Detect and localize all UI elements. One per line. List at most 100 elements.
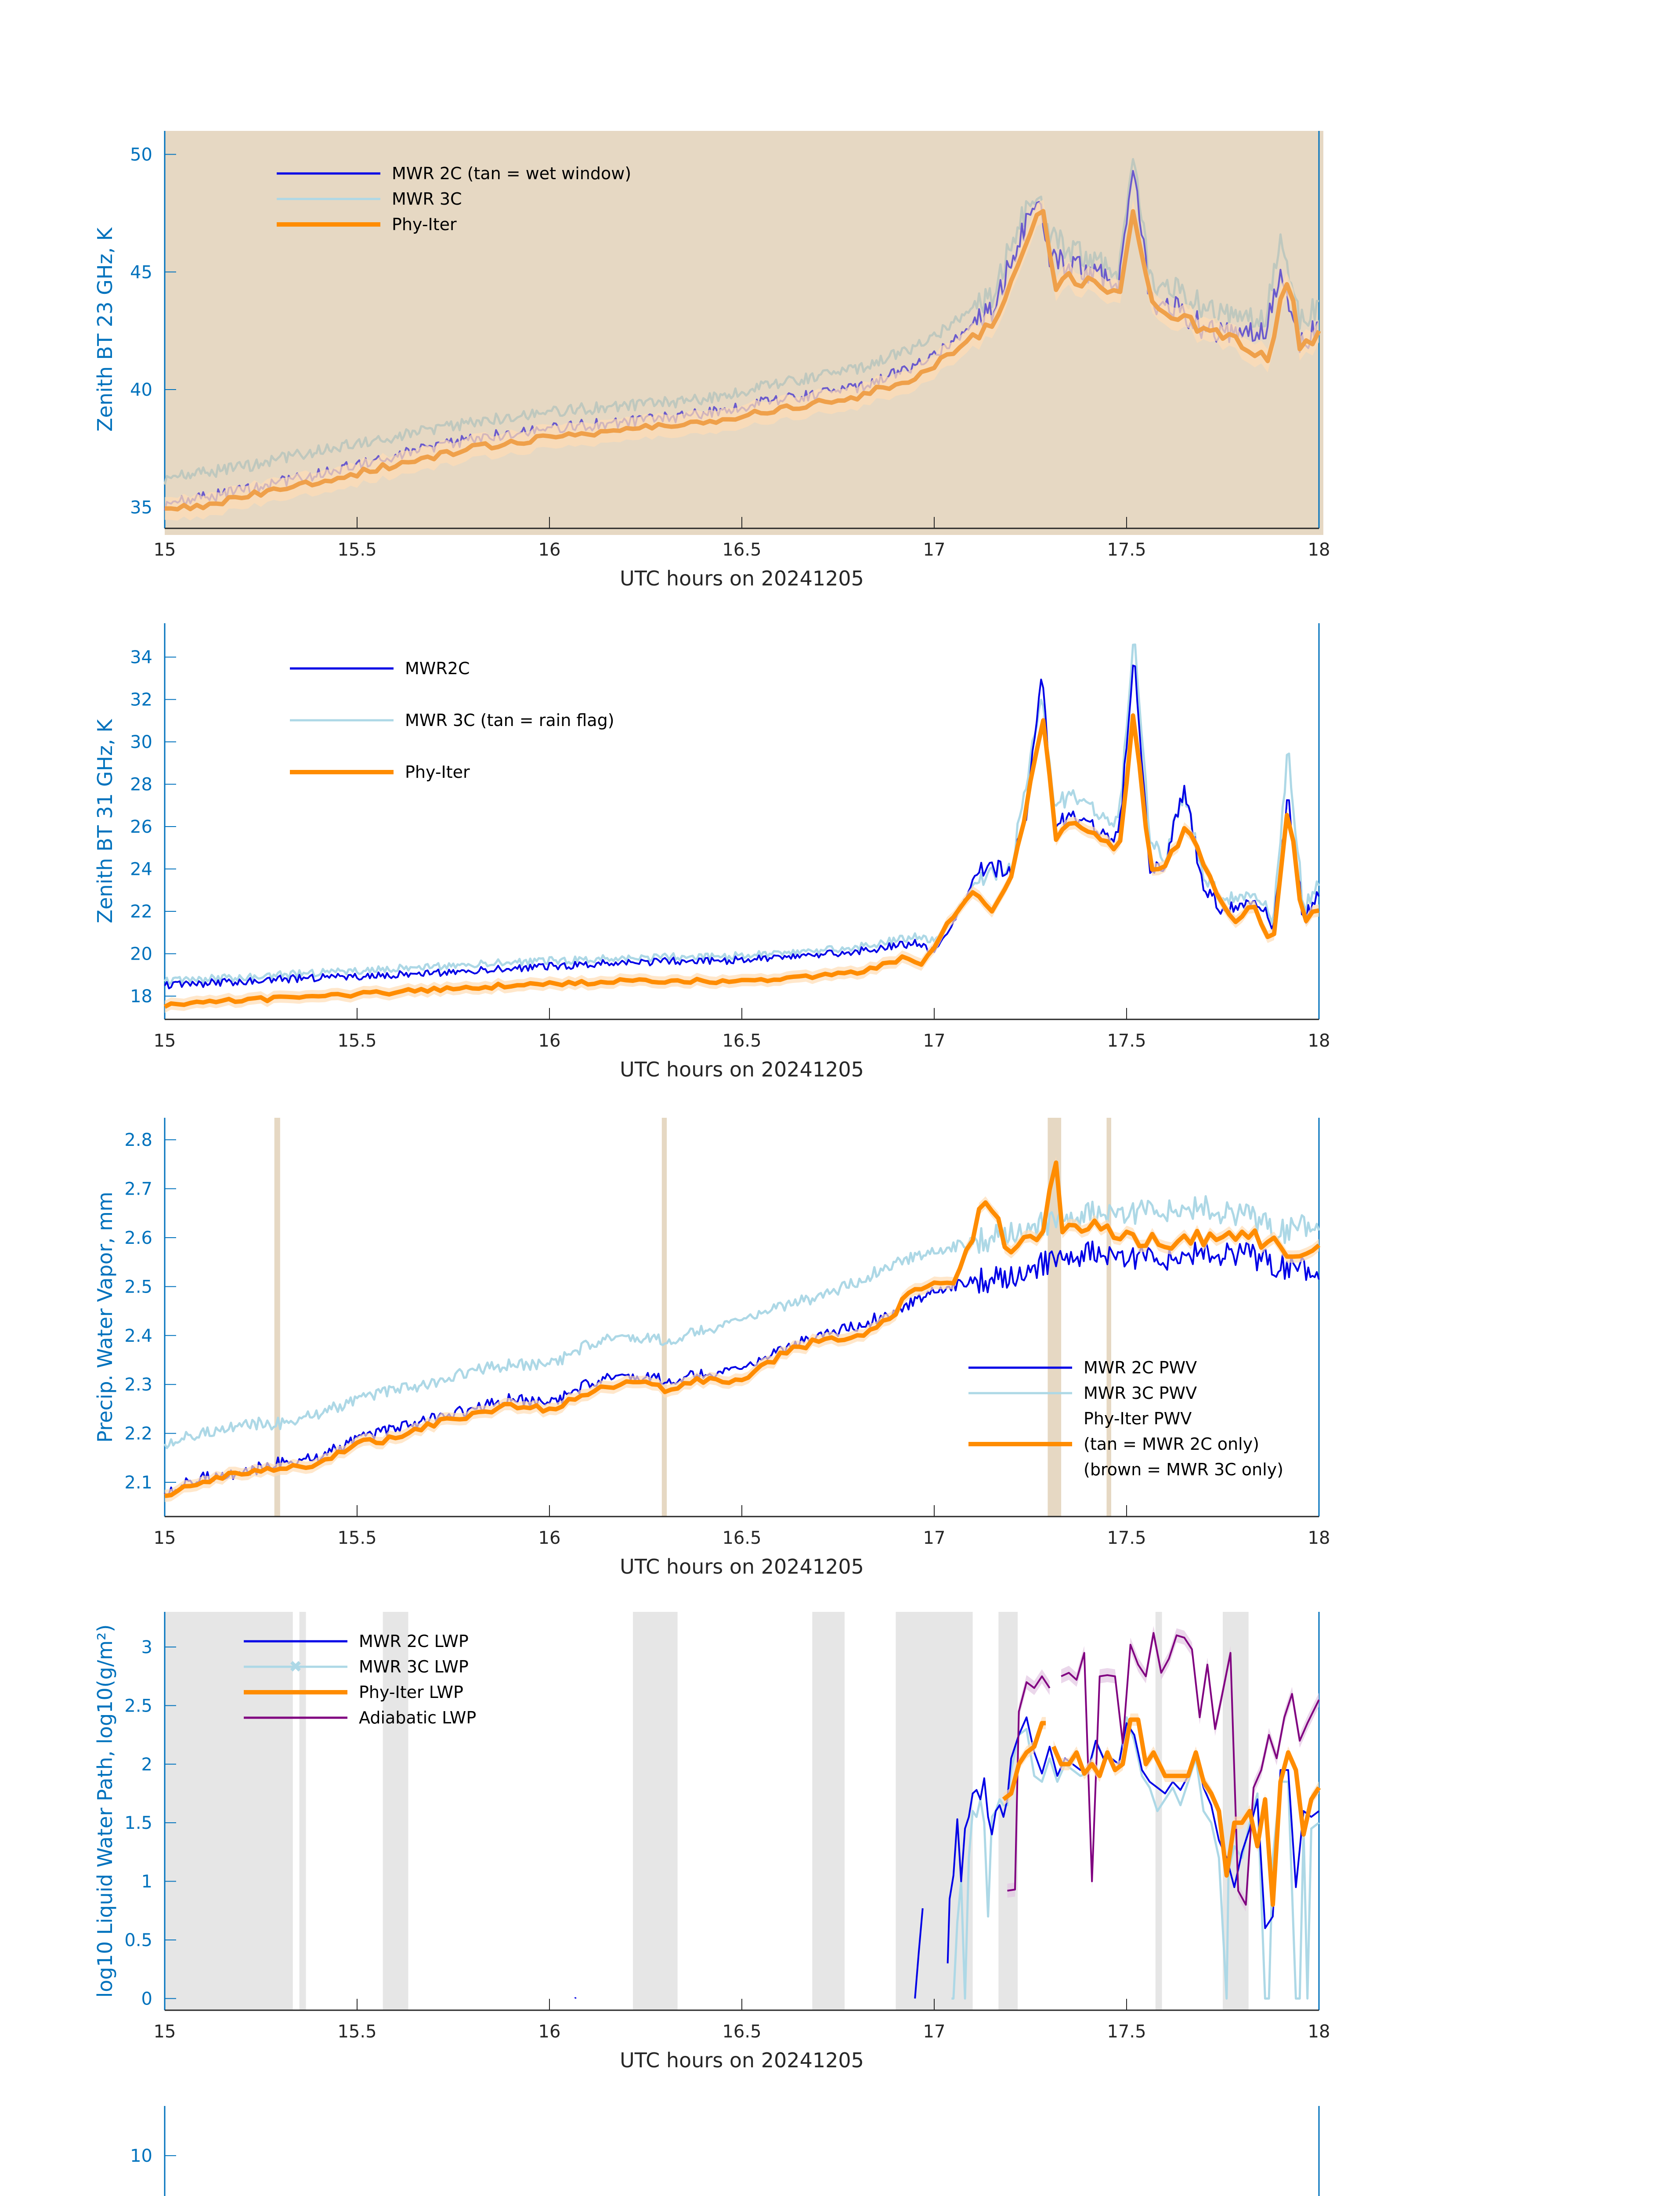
legend-label: MWR 2C LWP <box>359 1632 469 1651</box>
y-axis-title: MWR Phy Iter DQ Flag <box>93 2194 117 2196</box>
adiabatic-series-line <box>1061 1632 1320 1906</box>
tan-flag-band <box>661 1118 667 1517</box>
phy-uncertainty-band <box>1053 1713 1319 1911</box>
gray-flag-band <box>812 1612 845 2010</box>
x-tick-label: 15.5 <box>337 2022 376 2042</box>
y-tick-label: 2.4 <box>124 1326 152 1346</box>
phy-series-line <box>1051 1717 1321 1907</box>
y-tick-label: 45 <box>130 262 152 282</box>
legend-label: MWR2C <box>405 659 470 678</box>
legend-label: Phy-Iter LWP <box>359 1683 463 1702</box>
y-tick-label: 2.3 <box>124 1375 152 1395</box>
y-axis-title: Zenith BT 31 GHz, K <box>93 719 117 924</box>
gray-flag-band <box>383 1612 408 2010</box>
y-tick-label: 18 <box>130 986 152 1007</box>
mwr3c-series-line <box>163 158 1319 485</box>
y-tick-label: 2.1 <box>124 1473 152 1493</box>
x-tick-label: 18 <box>1308 2022 1330 2042</box>
legend-label: MWR 2C PWV <box>1084 1358 1197 1377</box>
x-axis-title: UTC hours on 20241205 <box>620 1555 864 1578</box>
x-tick-label: 15 <box>154 1031 176 1051</box>
y-tick-label: 2.5 <box>124 1277 152 1297</box>
legend-label: Phy-Iter PWV <box>1084 1409 1192 1428</box>
x-tick-label: 15 <box>154 2022 176 2042</box>
x-tick-label: 15 <box>154 540 176 560</box>
y-tick-label: 2.2 <box>124 1424 152 1444</box>
panel-bt31: 18 20 22 24 26 28 30 32 34 15 15.5 16 16.5 17 17.5 18 UT… <box>93 623 1330 1081</box>
legend-label: (tan = MWR 2C only) <box>1084 1434 1259 1454</box>
x-tick-label: 16 <box>538 540 561 560</box>
panel-lwp: 0 0.5 1 1.5 2 2.5 3 15 15.5 16 16.5 17 17.5 18 UTC hou… <box>93 1612 1330 2072</box>
y-tick-label: 26 <box>130 817 152 837</box>
mwr2c-series-line <box>947 1716 1320 1964</box>
y-tick-label: 0 <box>141 1989 152 2009</box>
x-axis-title: UTC hours on 20241205 <box>620 1058 864 1081</box>
x-tick-label: 18 <box>1308 540 1330 560</box>
y-tick-label: 32 <box>130 690 152 710</box>
legend-label: MWR 3C (tan = rain flag) <box>405 711 614 730</box>
y-tick-label: 2.7 <box>124 1179 152 1199</box>
legend-marker-x-icon: ✖ <box>289 1658 302 1676</box>
y-tick-label: 1 <box>141 1872 152 1892</box>
panel-pwv: 2.1 2.2 2.3 2.4 2.5 2.6 2.7 2.8 15 15.5 16 16.5 17 17… <box>93 1118 1330 1578</box>
x-tick-label: 18 <box>1308 1031 1330 1051</box>
y-tick-label: 20 <box>130 944 152 964</box>
mwr2c-series-line <box>914 1908 924 1999</box>
legend-label: Adiabatic LWP <box>359 1708 476 1727</box>
x-tick-label: 15.5 <box>337 1031 376 1051</box>
x-tick-label: 15.5 <box>337 540 376 560</box>
legend-label: (brown = MWR 3C only) <box>1084 1460 1283 1479</box>
x-tick-label: 16.5 <box>722 2022 761 2042</box>
gray-flag-band <box>633 1612 678 2010</box>
adiabatic-series-line <box>1007 1675 1051 1892</box>
y-tick-label: 50 <box>130 145 152 165</box>
legend-label: Phy-Iter <box>405 762 470 782</box>
y-tick-label: 24 <box>130 860 152 880</box>
y-tick-label: 2.5 <box>124 1696 152 1716</box>
x-tick-label: 16.5 <box>722 540 761 560</box>
gray-flag-band <box>896 1612 973 2010</box>
y-tick-label: 0.5 <box>124 1930 152 1950</box>
legend-label: MWR 3C LWP <box>359 1657 469 1676</box>
legend-label: MWR 2C (tan = wet window) <box>392 164 631 183</box>
phy-series-line <box>163 713 1319 1009</box>
gray-flag-band <box>299 1612 306 2010</box>
x-tick-label: 15.5 <box>337 1528 376 1548</box>
x-tick-label: 16 <box>538 1528 561 1548</box>
x-axis-title: UTC hours on 20241205 <box>620 2048 864 2072</box>
x-tick-label: 17 <box>923 1031 946 1051</box>
y-tick-label: 34 <box>130 647 152 668</box>
phy-series-line <box>1002 1721 1046 1801</box>
y-tick-label: 10 <box>130 2146 152 2166</box>
x-axis-title: UTC hours on 20241205 <box>620 567 864 590</box>
x-tick-label: 18 <box>1308 1528 1330 1548</box>
gray-flag-band <box>165 1612 293 2010</box>
mwr3c-series-line <box>163 643 1320 986</box>
y-tick-label: 35 <box>130 498 152 518</box>
x-tick-label: 17 <box>923 540 946 560</box>
phy-uncertainty-band <box>165 1156 1319 1503</box>
gray-flag-band <box>1155 1612 1162 2010</box>
mwr3c-series-line <box>163 1195 1320 1449</box>
y-tick-label: 22 <box>130 902 152 922</box>
y-tick-label: 28 <box>130 775 152 795</box>
x-tick-label: 17.5 <box>1107 2022 1146 2042</box>
y-tick-label: 30 <box>130 732 152 752</box>
phy-series-line <box>164 209 1321 512</box>
x-tick-label: 15 <box>154 1528 176 1548</box>
mwr2c-series-line <box>574 1997 577 1999</box>
x-tick-label: 17 <box>923 2022 946 2042</box>
legend-label: MWR 3C PWV <box>1084 1383 1197 1403</box>
panel-bt23: 35 40 45 50 15 15.5 16 16.5 17 17.5 18 UTC hours on… <box>93 131 1330 590</box>
x-tick-label: 16.5 <box>722 1528 761 1548</box>
y-axis-title: Precip. Water Vapor, mm <box>93 1192 117 1442</box>
legend-label: MWR 3C <box>392 189 462 209</box>
phy-series-line <box>164 1160 1321 1498</box>
x-tick-label: 17.5 <box>1107 540 1146 560</box>
tan-flag-band <box>1106 1118 1111 1517</box>
y-axis-title: Zenith BT 23 GHz, K <box>93 227 117 432</box>
legend-label: Phy-Iter <box>392 215 457 234</box>
x-tick-label: 17.5 <box>1107 1031 1146 1051</box>
